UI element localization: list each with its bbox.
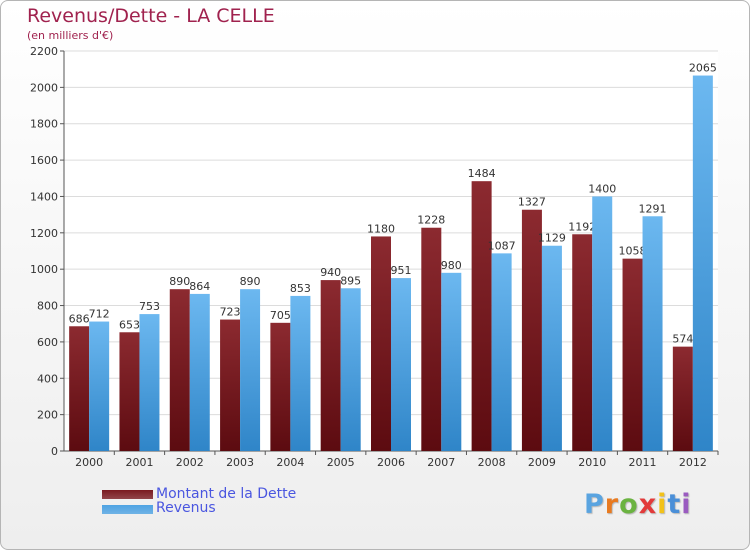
x-tick-label: 2010 — [578, 456, 606, 469]
brand-letter: x — [638, 489, 658, 520]
bar-debt — [320, 280, 341, 451]
bar-revenue — [642, 216, 663, 451]
y-tick-label: 800 — [37, 300, 58, 313]
chart-title: Revenus/Dette - LA CELLE — [27, 5, 275, 27]
y-tick-label: 2200 — [30, 45, 58, 58]
brand-letter: o — [619, 489, 639, 520]
brand-letter: r — [604, 489, 620, 520]
bar-revenue — [189, 293, 210, 451]
data-label-debt: 705 — [270, 309, 291, 322]
bar-revenue — [491, 253, 512, 451]
data-label-revenue: 864 — [189, 280, 210, 293]
brand-letter: i — [681, 489, 692, 520]
bar-revenue — [391, 278, 411, 451]
data-label-debt: 574 — [672, 333, 693, 346]
x-tick-label: 2002 — [176, 456, 204, 469]
bar-debt — [572, 234, 593, 451]
data-label-revenue: 753 — [139, 300, 160, 313]
data-label-debt: 1228 — [417, 214, 445, 227]
legend-swatch-debt — [102, 490, 153, 499]
y-tick-label: 0 — [51, 445, 58, 458]
bar-debt — [220, 319, 241, 451]
data-label-revenue: 712 — [89, 308, 110, 321]
data-label-debt: 723 — [220, 306, 241, 319]
x-tick-label: 2000 — [75, 456, 103, 469]
bar-debt — [672, 346, 693, 451]
bar-debt — [169, 289, 190, 451]
x-tick-label: 2005 — [327, 456, 355, 469]
bar-revenue — [441, 272, 462, 451]
bar-revenue — [692, 75, 713, 451]
data-label-revenue: 1087 — [488, 239, 516, 252]
data-label-debt: 1192 — [568, 220, 596, 233]
brand-letter: t — [667, 489, 682, 520]
y-tick-label: 200 — [37, 409, 58, 422]
data-label-debt: 686 — [69, 312, 90, 325]
x-tick-label: 2006 — [377, 456, 405, 469]
data-label-revenue: 2065 — [689, 62, 717, 75]
bar-revenue — [340, 288, 361, 451]
x-tick-label: 2003 — [226, 456, 254, 469]
bar-revenue — [240, 289, 261, 451]
y-tick-label: 1000 — [30, 263, 58, 276]
x-tick-label: 2001 — [125, 456, 153, 469]
x-tick-label: 2007 — [427, 456, 455, 469]
chart-subtitle: (en milliers d'€) — [27, 29, 114, 42]
data-label-debt: 890 — [169, 275, 190, 288]
bar-debt — [270, 322, 291, 451]
x-tick-label: 2012 — [679, 456, 707, 469]
bar-debt — [371, 236, 391, 451]
brand-letter: P — [584, 489, 605, 520]
brand-letter: i — [657, 489, 668, 520]
data-label-debt: 940 — [320, 266, 341, 279]
legend-swatch-revenue — [102, 505, 153, 514]
x-tick-label: 2008 — [478, 456, 506, 469]
brand-logo: Proxiti — [584, 489, 692, 520]
legend-label-revenue: Revenus — [156, 500, 216, 516]
data-label-debt: 1484 — [468, 167, 496, 180]
y-tick-label: 1400 — [30, 190, 58, 203]
data-label-revenue: 1291 — [639, 202, 667, 215]
bar-debt — [69, 326, 90, 451]
y-tick-label: 1800 — [30, 118, 58, 131]
bar-debt — [521, 209, 542, 451]
data-label-revenue: 1400 — [588, 182, 616, 195]
bar-debt — [421, 227, 442, 451]
x-tick-label: 2004 — [276, 456, 304, 469]
y-tick-label: 1200 — [30, 227, 58, 240]
x-tick-label: 2011 — [629, 456, 657, 469]
x-tick-label: 2009 — [528, 456, 556, 469]
y-tick-label: 600 — [37, 336, 58, 349]
y-tick-label: 400 — [37, 372, 58, 385]
data-label-debt: 1058 — [619, 245, 647, 258]
data-label-revenue: 895 — [340, 274, 361, 287]
y-tick-label: 2000 — [30, 81, 58, 94]
data-label-revenue: 853 — [290, 282, 311, 295]
data-label-debt: 1180 — [367, 222, 395, 235]
bar-revenue — [592, 196, 613, 451]
legend-label-debt: Montant de la Dette — [156, 486, 297, 502]
data-label-revenue: 980 — [441, 259, 462, 272]
bar-debt — [471, 181, 492, 451]
bar-debt — [622, 258, 643, 451]
bar-revenue — [541, 245, 562, 451]
y-tick-label: 1600 — [30, 154, 58, 167]
bar-revenue — [89, 321, 110, 451]
bar-revenue — [139, 314, 160, 451]
data-label-revenue: 1129 — [538, 232, 566, 245]
data-label-debt: 1327 — [518, 196, 546, 209]
data-label-debt: 653 — [119, 318, 140, 331]
data-label-revenue: 890 — [240, 275, 261, 288]
bar-debt — [119, 332, 140, 451]
data-label-revenue: 951 — [391, 264, 412, 277]
bar-revenue — [290, 295, 311, 451]
